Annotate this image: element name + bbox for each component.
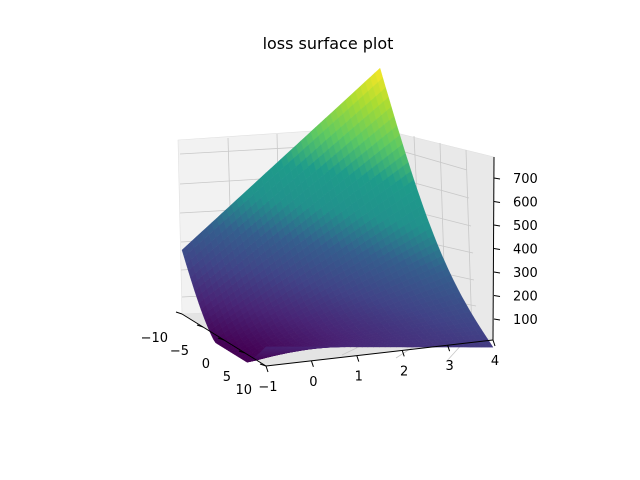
chart-title: loss surface plot <box>263 34 394 53</box>
surface-patch <box>263 346 273 350</box>
x-axis-tick-label: −10 <box>141 331 168 346</box>
z-axis-tick-label: 500 <box>513 219 538 234</box>
y-axis-tick-mark <box>401 350 405 357</box>
y-axis-tick-mark <box>265 365 269 373</box>
x-axis-tick-label: −5 <box>170 344 189 359</box>
z-axis-tick-label: 400 <box>513 243 538 258</box>
y-axis-tick-mark <box>492 339 496 347</box>
x-axis-ticks: −10−5 05 10 <box>141 311 267 398</box>
y-axis-tick-label: 0 <box>309 375 317 390</box>
x-axis-tick-mark <box>217 337 225 341</box>
y-axis-tick-label: −1 <box>258 380 277 395</box>
y-axis-tick-mark <box>447 345 451 352</box>
loss-surface <box>181 67 494 363</box>
y-axis-line <box>265 339 494 367</box>
y-axis-ticks: −1 0 1 2 3 4 <box>258 339 499 395</box>
y-axis-tick-mark <box>310 360 314 367</box>
x-axis-tick-mark <box>196 324 204 328</box>
y-axis-tick-label: 2 <box>400 364 408 379</box>
x-axis-tick-label: 5 <box>223 370 231 385</box>
z-axis-tick-label: 300 <box>513 266 538 281</box>
x-axis-tick-mark <box>238 350 246 354</box>
x-axis-tick-label: 0 <box>202 357 210 372</box>
z-axis-tick-label: 600 <box>513 196 538 211</box>
z-axis-tick-mark <box>493 248 501 250</box>
y-axis-tick-label: 3 <box>445 359 453 374</box>
z-axis-ticks: 100 200 300 400 500 600 700 <box>493 172 538 328</box>
z-axis-tick-label: 200 <box>513 290 538 305</box>
z-axis-tick-label: 100 <box>513 313 538 328</box>
x-axis-tick-mark <box>175 311 183 315</box>
z-axis-tick-mark <box>493 295 501 297</box>
x-axis-tick-label: 10 <box>235 383 252 398</box>
x-axis-tick-mark <box>259 363 267 367</box>
y-axis-tick-label: 1 <box>355 370 363 385</box>
y-axis-tick-label: 4 <box>491 354 499 369</box>
z-axis-tick-mark <box>493 271 501 274</box>
y-axis-tick-mark <box>356 355 360 362</box>
z-axis-tick-label: 700 <box>513 172 538 187</box>
z-axis-tick-mark <box>493 318 501 321</box>
z-axis-line <box>492 156 495 341</box>
z-axis-tick-mark <box>493 177 501 180</box>
z-axis-tick-mark <box>493 201 501 203</box>
z-axis-tick-mark <box>493 224 501 227</box>
